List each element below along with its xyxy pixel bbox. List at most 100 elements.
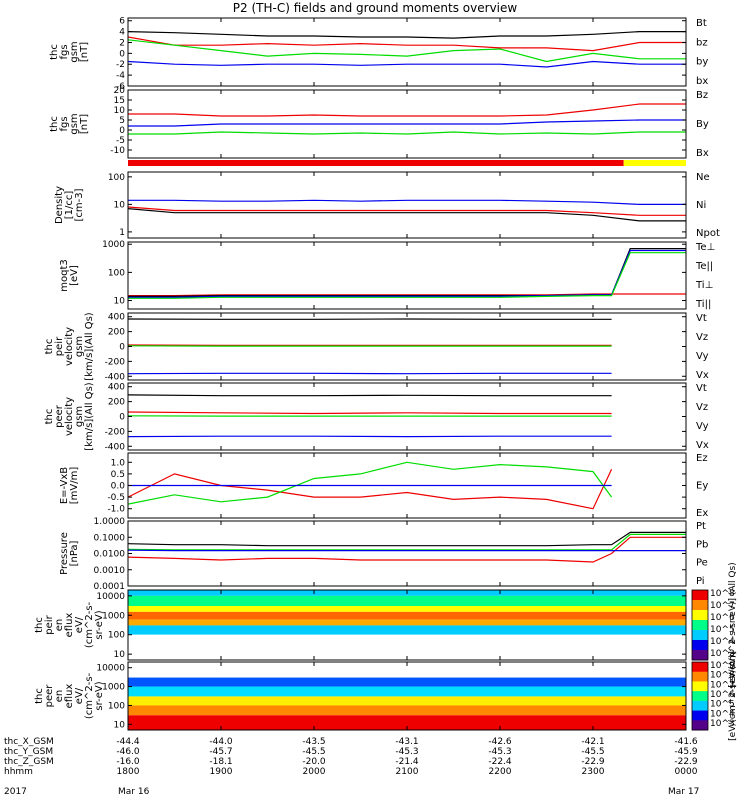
y-axis-label: gsm bbox=[74, 406, 85, 427]
colorbar-tick-label: 10^5 bbox=[710, 625, 735, 635]
heatmap-band-1 bbox=[128, 662, 686, 678]
y-tick-label: 4 bbox=[119, 28, 125, 38]
footer-value: -45.7 bbox=[209, 747, 232, 757]
legend-entry: Ex bbox=[696, 508, 708, 519]
footer-value: -22.9 bbox=[674, 757, 698, 767]
footer-value: -20.0 bbox=[302, 757, 326, 767]
series-line-npot bbox=[128, 199, 686, 205]
colorbar-tick-label: 10^7 bbox=[710, 680, 735, 690]
legend-entry: Ne bbox=[696, 172, 710, 183]
footer-value: -45.9 bbox=[674, 747, 698, 757]
y-tick-label: 1 bbox=[119, 228, 125, 238]
heatmap-band-6 bbox=[128, 625, 686, 635]
y-axis-label: [cm-3] bbox=[74, 188, 85, 221]
y-tick-label: -5 bbox=[116, 136, 125, 146]
y-tick-label: 0 bbox=[119, 343, 125, 353]
y-axis-label: thc bbox=[44, 339, 55, 355]
colorbar-tick-label: 10^6 bbox=[710, 613, 735, 623]
y-axis-label: en bbox=[54, 619, 65, 632]
footer-date-end: Mar 17 bbox=[668, 787, 699, 797]
panel-9: 10^810^710^610^510^410^3[eV/(cm^2-s-sr-e… bbox=[34, 562, 738, 687]
y-axis-label: eV/ bbox=[74, 616, 85, 633]
heatmap-band-3 bbox=[128, 606, 686, 612]
colorbar-tick-label: 10^8 bbox=[710, 589, 735, 599]
y-tick-label: 400 bbox=[108, 313, 125, 323]
y-tick-label: 100 bbox=[108, 268, 125, 278]
colorbar-segment bbox=[692, 640, 708, 651]
legend-entry: Pb bbox=[696, 539, 708, 550]
footer-value: -22.9 bbox=[581, 757, 605, 767]
footer-value: 0000 bbox=[675, 767, 698, 777]
y-axis-label: thc bbox=[49, 116, 60, 132]
footer-value: -44.0 bbox=[209, 737, 233, 747]
legend-entry: Vx bbox=[696, 440, 709, 451]
colorbar-segment bbox=[692, 600, 708, 611]
y-tick-label: 0 bbox=[119, 413, 125, 423]
colorbar-tick-label: 10^5 bbox=[710, 700, 735, 710]
colorbar-tick-label: 10^4 bbox=[710, 637, 735, 647]
footer-value: 1800 bbox=[117, 767, 140, 777]
y-axis-label: peer bbox=[54, 404, 65, 428]
y-tick-label: 400 bbox=[108, 383, 125, 393]
footer-value: 2200 bbox=[489, 767, 512, 777]
colorbar-tick-label: 10^3 bbox=[710, 649, 735, 659]
series-line-ti bbox=[128, 249, 686, 298]
panel-8: Pt Pb Pe Pi 1.0000 0.1000 0.0100 0.0010 0.0001 Pr… bbox=[59, 517, 708, 592]
y-tick-label: 6 bbox=[119, 17, 125, 27]
footer-value: 2300 bbox=[582, 767, 605, 777]
y-axis-label: (cm^2-s- bbox=[84, 672, 95, 719]
status-bar-yellow bbox=[623, 160, 686, 166]
series-line-ti bbox=[128, 252, 686, 299]
y-tick-label: 200 bbox=[108, 328, 125, 338]
colorbar-tick-label: 10^6 bbox=[710, 690, 735, 700]
y-axis-label: E=-VxB bbox=[59, 467, 70, 504]
y-axis-label: peer bbox=[44, 684, 55, 708]
series-line-pe bbox=[127, 533, 686, 551]
y-axis-label: gsm bbox=[74, 336, 85, 357]
panel-frame bbox=[127, 520, 687, 587]
y-axis-label: fgs bbox=[59, 44, 70, 59]
series-line-ey bbox=[127, 461, 613, 505]
y-axis-label: velocity bbox=[64, 327, 75, 366]
series-line-te bbox=[128, 248, 686, 297]
heatmap-band-2 bbox=[128, 677, 686, 687]
colorbar-frame bbox=[691, 589, 709, 661]
y-axis-label: peir bbox=[54, 336, 65, 356]
y-axis-label: sr-eV) bbox=[94, 610, 105, 639]
footer-row-label: thc_Y_GSM bbox=[4, 747, 53, 757]
y-axis-label: [nPa] bbox=[69, 540, 80, 566]
footer-value: -22.4 bbox=[488, 757, 512, 767]
y-tick-label: 0.5 bbox=[111, 470, 125, 480]
y-axis-label: gsm bbox=[69, 41, 80, 62]
panel-4: Te⊥ Te|| Ti⊥ Ti|| 1000 100 10 moqt3 [eV] bbox=[59, 240, 715, 310]
footer-value: -45.3 bbox=[395, 747, 418, 757]
y-tick-label: 1000 bbox=[102, 611, 125, 621]
legend-entry: Vx bbox=[696, 370, 709, 381]
y-axis-label: [nT] bbox=[79, 114, 90, 134]
legend-entry: Vt bbox=[696, 383, 707, 394]
y-tick-label: 10000 bbox=[96, 664, 125, 674]
legend-entry: Vt bbox=[696, 313, 707, 324]
colorbar-tick-label: 10^8 bbox=[710, 671, 735, 681]
legend-entry: By bbox=[696, 119, 709, 130]
footer-row-label: hhmm bbox=[4, 767, 33, 777]
series-line-by bbox=[128, 131, 686, 135]
y-tick-label: 5 bbox=[119, 116, 125, 126]
y-axis-label: thc bbox=[44, 409, 55, 425]
plot-title: P2 (TH-C) fields and ground moments over… bbox=[233, 1, 518, 15]
panel-frame bbox=[127, 171, 687, 239]
colorbar-segment bbox=[692, 720, 708, 731]
y-tick-label: 100 bbox=[108, 631, 125, 641]
y-axis-label: [mV/m] bbox=[69, 467, 80, 505]
legend-entry: bx bbox=[696, 76, 708, 87]
y-axis-label: fgs bbox=[59, 116, 70, 131]
y-axis-label: Density bbox=[54, 186, 65, 224]
footer-value: -16.0 bbox=[116, 757, 140, 767]
y-tick-label: -4 bbox=[116, 71, 125, 81]
legend-entry: Pe bbox=[696, 558, 708, 569]
panel-5: Vt Vz Vy Vx 400 200 0 -200 -400 thc peir velocity gs… bbox=[44, 312, 709, 382]
y-tick-label: 1000 bbox=[102, 683, 125, 693]
y-axis-label: thc bbox=[34, 688, 45, 704]
